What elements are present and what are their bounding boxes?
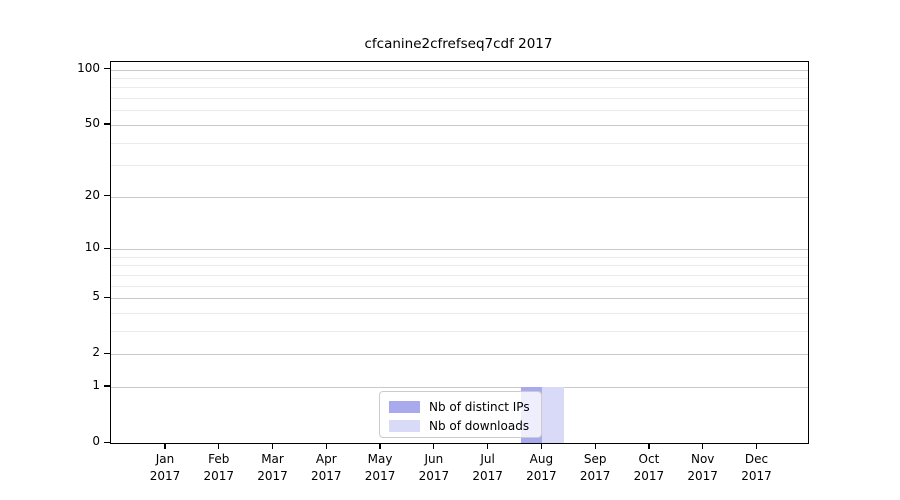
- minor-gridline: [111, 142, 808, 144]
- legend-item-downloads: Nb of downloads: [389, 418, 532, 434]
- x-axis-tick-label-line: Oct: [638, 452, 660, 466]
- x-axis-tick-label-line: Mar: [261, 452, 284, 466]
- x-axis-tick-label-line: 2017: [526, 469, 557, 483]
- x-axis-tick-label-line: Jul: [480, 452, 495, 466]
- x-tick-mark: [433, 443, 435, 449]
- x-axis-tick-label: Sep 2017: [563, 451, 627, 485]
- x-axis-tick-label-line: 2017: [741, 469, 772, 483]
- major-gridline: [111, 354, 808, 356]
- x-tick-mark: [540, 443, 543, 449]
- y-tick-mark: [103, 68, 110, 70]
- y-axis-tick-label: 20: [84, 187, 100, 202]
- x-axis-tick-label-line: 2017: [579, 469, 611, 483]
- y-tick-mark: [103, 352, 110, 354]
- x-axis-tick-label-line: Nov: [690, 452, 715, 466]
- major-gridline: [111, 298, 808, 300]
- x-axis-tick-label: Jan 2017: [133, 451, 197, 485]
- major-gridline: [111, 249, 808, 250]
- major-gridline: [111, 69, 808, 71]
- x-axis-tick-label-line: 2017: [149, 469, 181, 483]
- x-axis-tick-label: Jul 2017: [456, 451, 520, 485]
- x-axis-tick-label-line: 2017: [633, 469, 665, 483]
- x-axis-tick-label: Nov 2017: [671, 451, 735, 485]
- x-axis-tick-label: Apr 2017: [294, 451, 358, 485]
- x-axis-tick-label-line: 2017: [311, 469, 342, 483]
- minor-gridline: [111, 312, 808, 314]
- y-axis-tick-label: 2: [92, 345, 100, 360]
- minor-gridline: [111, 285, 808, 287]
- x-tick-mark: [486, 443, 489, 449]
- chart-title: cfcanine2cfrefseq7cdf 2017: [364, 36, 553, 52]
- x-axis-tick-label-line: 2017: [364, 469, 396, 483]
- x-axis-tick-label-line: Dec: [744, 452, 769, 466]
- major-gridline: [111, 124, 808, 126]
- x-axis-tick-label-line: Sep: [583, 452, 607, 466]
- y-axis-tick-label: 100: [77, 60, 100, 75]
- x-axis-tick-label-line: 2017: [418, 469, 450, 483]
- x-axis-tick-label: Oct 2017: [617, 451, 681, 485]
- x-tick-mark: [702, 443, 704, 449]
- y-tick-mark: [103, 296, 110, 298]
- x-axis-tick-label-line: Apr: [315, 452, 337, 466]
- minor-gridline: [111, 256, 808, 258]
- x-tick-mark: [379, 443, 381, 449]
- y-axis-tick-label: 0: [92, 434, 100, 448]
- x-tick-mark: [648, 443, 650, 449]
- x-axis-tick-label: Mar 2017: [241, 451, 305, 485]
- x-axis-tick-label: Aug 2017: [509, 451, 573, 485]
- y-axis-tick-label: 5: [92, 289, 100, 304]
- legend-label-distinct-ips: Nb of distinct IPs: [429, 400, 530, 414]
- x-axis-tick-label-line: 2017: [257, 469, 288, 483]
- minor-gridline: [111, 265, 808, 267]
- legend-swatch-downloads: [389, 420, 420, 432]
- y-axis-tick-label: 1: [92, 377, 100, 392]
- y-tick-mark: [103, 385, 110, 387]
- x-axis-tick-label: May 2017: [348, 451, 412, 485]
- x-axis-tick-label-line: Feb: [208, 452, 230, 466]
- x-axis-tick-label-line: 2017: [687, 469, 718, 483]
- x-axis-tick-label-line: 2017: [203, 469, 235, 483]
- major-gridline: [111, 196, 808, 198]
- x-tick-mark: [218, 443, 220, 449]
- y-tick-mark: [103, 247, 110, 249]
- x-axis-tick-label: Feb 2017: [187, 451, 251, 485]
- minor-gridline: [111, 78, 808, 80]
- legend-item-distinct-ips: Nb of distinct IPs: [389, 399, 532, 415]
- x-axis-tick-label-line: 2017: [472, 469, 503, 483]
- x-axis-tick-label-line: Aug: [529, 452, 554, 466]
- legend-label-downloads: Nb of downloads: [429, 419, 530, 433]
- legend: Nb of distinct IPs Nb of downloads: [379, 391, 542, 438]
- plot-area: Nb of distinct IPs Nb of downloads: [110, 61, 809, 444]
- minor-gridline: [111, 110, 808, 112]
- x-tick-mark: [164, 443, 166, 449]
- x-axis-tick-label-line: May: [367, 452, 393, 466]
- x-tick-mark: [594, 443, 596, 449]
- y-tick-mark: [103, 441, 110, 443]
- x-tick-mark: [325, 443, 327, 449]
- x-axis-tick-label: Jun 2017: [402, 451, 466, 485]
- minor-gridline: [111, 98, 808, 100]
- minor-gridline: [111, 274, 808, 276]
- minor-gridline: [111, 87, 808, 89]
- y-tick-mark: [103, 123, 110, 125]
- y-axis-tick-label: 10: [84, 240, 100, 254]
- minor-gridline: [111, 330, 808, 332]
- x-tick-mark: [271, 443, 274, 449]
- bar-downloads: [542, 386, 564, 443]
- legend-swatch-distinct-ips: [389, 401, 420, 413]
- x-axis-tick-label-line: Jun: [424, 452, 444, 466]
- y-axis-tick-label: 50: [84, 115, 100, 130]
- y-tick-mark: [103, 195, 110, 197]
- x-axis-tick-label-line: Jan: [155, 452, 175, 466]
- x-tick-mark: [755, 443, 758, 449]
- x-axis-tick-label: Dec 2017: [724, 451, 788, 485]
- major-gridline: [111, 386, 808, 388]
- minor-gridline: [111, 165, 808, 167]
